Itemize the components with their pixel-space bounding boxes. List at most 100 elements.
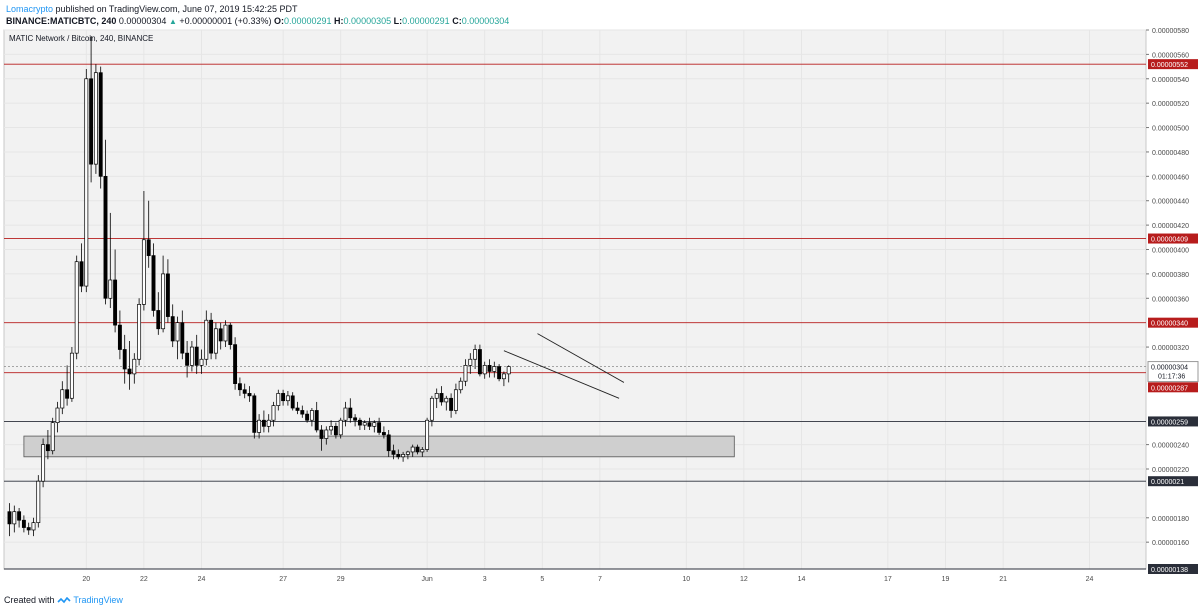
candle-down[interactable] [17,511,22,521]
candle-down[interactable] [290,395,295,409]
candle-up[interactable] [74,261,79,354]
candle-down[interactable] [79,261,84,287]
candle-up[interactable] [137,304,142,360]
candle-up[interactable] [175,322,180,342]
candle-up[interactable] [50,422,55,452]
candle-up[interactable] [506,366,511,375]
candle-down[interactable] [151,255,156,311]
candle-up[interactable] [60,389,65,409]
candle-up[interactable] [425,419,430,450]
candle-down[interactable] [497,366,502,380]
candle-up[interactable] [161,273,166,330]
candle-down[interactable] [314,410,319,431]
candle-down[interactable] [127,368,132,375]
candle-up[interactable] [501,373,506,380]
candle-down[interactable] [122,349,127,370]
candle-down[interactable] [261,419,266,427]
candle-down[interactable] [449,397,454,411]
candle-up[interactable] [12,511,17,525]
candle-down[interactable] [477,349,482,375]
price-chart[interactable]: 0.00000580 0.00000560 0.00000540 0.00000520… [0,28,1200,590]
candle-up[interactable] [463,365,468,382]
candle-down[interactable] [377,422,382,433]
candle-down[interactable] [194,346,199,366]
candle-up[interactable] [257,419,262,433]
candle-up[interactable] [141,239,146,305]
candle-up[interactable] [309,410,314,421]
candle-down[interactable] [487,365,492,372]
candle-down[interactable] [228,324,233,345]
candle-up[interactable] [223,324,228,342]
candle-down[interactable] [26,527,31,531]
candle-down[interactable] [242,389,247,394]
candle-up[interactable] [420,449,425,453]
candle-up[interactable] [401,454,406,458]
candle-up[interactable] [93,72,98,165]
candle-up[interactable] [276,393,281,406]
candle-up[interactable] [69,352,74,399]
candle-up[interactable] [343,407,348,421]
candle-down[interactable] [218,328,223,342]
candle-up[interactable] [84,78,89,287]
candle-down[interactable] [252,395,257,433]
candle-up[interactable] [204,319,209,360]
candle-down[interactable] [156,310,161,330]
candle-up[interactable] [410,446,415,453]
candle-up[interactable] [453,389,458,411]
candle-down[interactable] [281,393,286,402]
candle-up[interactable] [55,407,60,424]
candle-up[interactable] [41,444,46,482]
candle-down[interactable] [247,393,252,397]
candle-down[interactable] [319,429,324,439]
tradingview-brand[interactable]: TradingView [73,595,123,605]
candle-down[interactable] [98,72,103,177]
candle-up[interactable] [266,419,271,427]
candle-up[interactable] [434,393,439,399]
candle-down[interactable] [113,279,118,326]
candle-up[interactable] [338,419,343,436]
candle-up[interactable] [132,358,137,375]
candle-down[interactable] [146,239,151,256]
candle-up[interactable] [468,358,473,366]
candle-down[interactable] [45,444,50,452]
candle-up[interactable] [444,397,449,403]
candle-up[interactable] [271,405,276,421]
candle-down[interactable] [415,446,420,453]
candle-down[interactable] [65,389,70,399]
support-zone-box[interactable] [23,435,735,458]
candle-up[interactable] [285,395,290,402]
candle-up[interactable] [473,349,478,360]
candle-down[interactable] [89,78,94,165]
candle-up[interactable] [36,480,41,524]
candle-down[interactable] [348,407,353,419]
candle-up[interactable] [108,279,113,299]
candle-down[interactable] [170,316,175,342]
candle-down[interactable] [353,417,358,421]
candle-up[interactable] [429,397,434,421]
candle-down[interactable] [367,422,372,427]
candle-down[interactable] [305,413,310,421]
candle-up[interactable] [458,380,463,391]
candle-down[interactable] [357,419,362,426]
channel-trendline[interactable] [537,333,625,383]
candle-down[interactable] [21,519,26,528]
candle-down[interactable] [381,432,386,436]
candle-down[interactable] [396,454,401,458]
candle-down[interactable] [386,434,391,452]
candle-down[interactable] [7,511,12,525]
candle-down[interactable] [295,407,300,411]
candle-down[interactable] [333,425,338,436]
channel-trendline[interactable] [503,350,620,399]
candle-down[interactable] [185,352,190,366]
candle-down[interactable] [117,324,122,350]
author-link[interactable]: Lomacrypto [6,4,54,14]
candle-down[interactable] [165,273,170,317]
candle-up[interactable] [213,328,218,354]
candle-down[interactable] [300,410,305,415]
candle-up[interactable] [329,425,334,431]
candle-up[interactable] [372,422,377,427]
candle-up[interactable] [482,365,487,375]
candle-up[interactable] [199,358,204,366]
candle-down[interactable] [233,344,238,384]
candle-down[interactable] [439,393,444,403]
